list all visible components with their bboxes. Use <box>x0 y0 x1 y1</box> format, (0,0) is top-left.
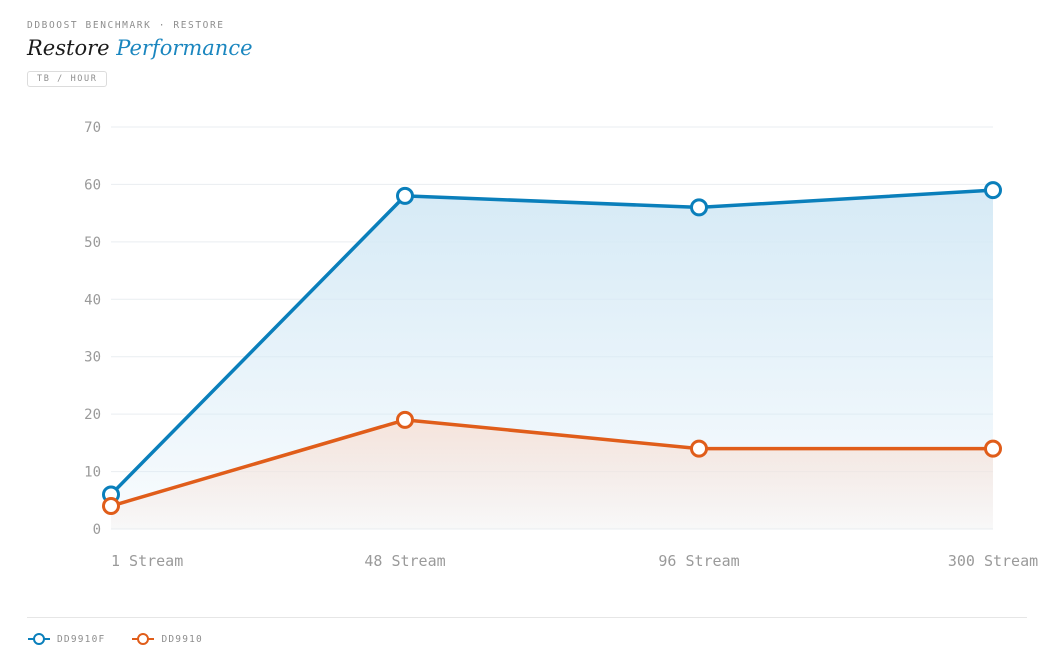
legend-marker-icon <box>132 633 155 645</box>
legend-item[interactable]: DD9910 <box>131 632 203 646</box>
data-point-dd9910[interactable] <box>102 497 120 516</box>
legend: DD9910F DD9910 <box>27 632 203 646</box>
chart-title-main: Restore <box>27 36 110 60</box>
x-tick-label: 96 Stream <box>658 552 739 570</box>
x-tick-label: 300 Stream <box>948 552 1038 570</box>
data-point-dd9910[interactable] <box>690 439 708 458</box>
chart-title: Restore Performance <box>27 36 253 60</box>
data-points <box>102 181 1002 516</box>
data-point-dd9910f[interactable] <box>396 186 414 205</box>
legend-marker-icon <box>28 633 50 645</box>
series-line-dd9910 <box>109 418 995 508</box>
line-chart: 0 10 20 30 40 50 60 70 1 Stream 48 Stream 96 Stre… <box>84 120 1038 570</box>
unit-badge: TB / HOUR <box>27 71 108 87</box>
series-lines <box>109 188 995 508</box>
y-tick-label: 20 <box>84 407 101 423</box>
area-fills <box>111 190 993 529</box>
legend-divider <box>27 617 1027 618</box>
legend-label: DD9910F <box>57 633 106 645</box>
chart-title-accent: Performance <box>116 36 253 60</box>
area-dd9910 <box>111 419 993 529</box>
series-line-dd9910f <box>109 188 995 497</box>
data-point-dd9910f[interactable] <box>690 198 708 217</box>
data-point-dd9910f[interactable] <box>984 181 1002 200</box>
legend-label: DD9910 <box>161 633 203 645</box>
y-tick-label: 10 <box>84 465 101 481</box>
data-point-dd9910[interactable] <box>984 439 1002 458</box>
chart-eyebrow: DDBOOST BENCHMARK · RESTORE <box>27 20 225 31</box>
x-tick-label: 1 Stream <box>111 552 183 570</box>
y-tick-label: 50 <box>84 235 101 251</box>
y-tick-label: 0 <box>93 522 101 538</box>
y-axis-ticks: 0 10 20 30 40 50 60 70 <box>84 120 101 538</box>
y-tick-label: 60 <box>84 177 101 193</box>
x-tick-label: 48 Stream <box>364 552 445 570</box>
legend-item[interactable]: DD9910F <box>27 632 105 646</box>
y-tick-label: 70 <box>84 120 101 136</box>
y-tick-label: 40 <box>84 292 101 308</box>
data-point-dd9910[interactable] <box>396 410 414 429</box>
y-tick-label: 30 <box>84 350 101 366</box>
x-axis-ticks: 1 Stream 48 Stream 96 Stream 300 Stream <box>111 552 1038 570</box>
